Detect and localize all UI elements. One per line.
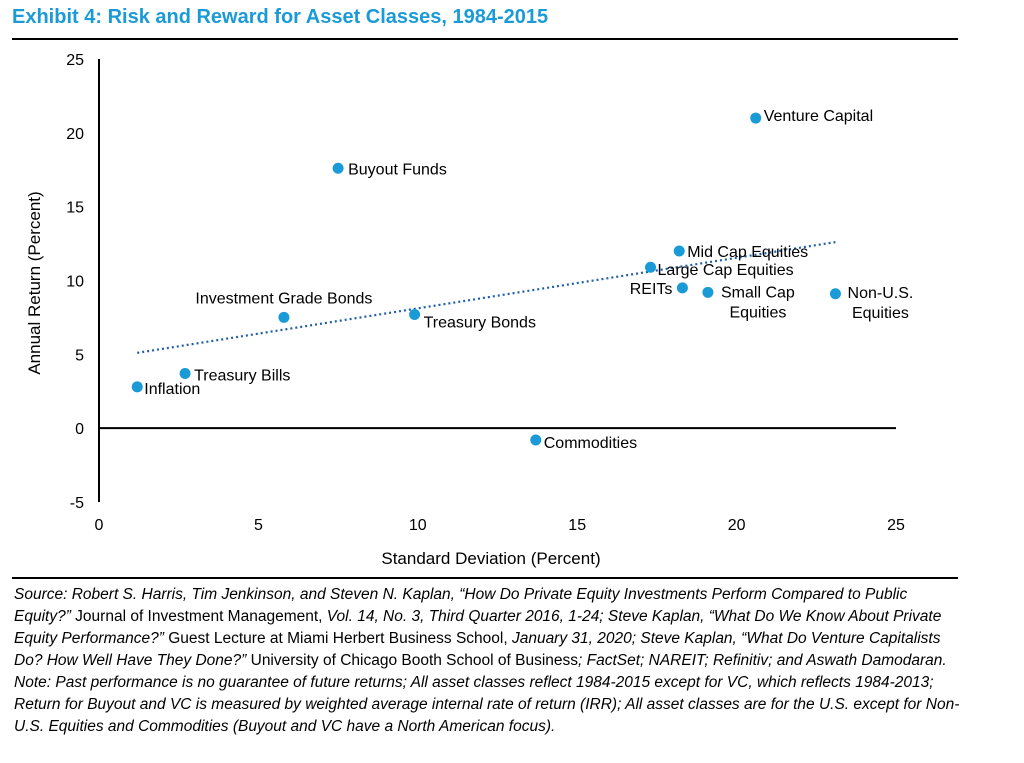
y-axis-label: Annual Return (Percent)	[25, 191, 44, 374]
y-tick-label: -5	[70, 495, 84, 512]
bottom-rule	[12, 577, 958, 579]
point-label: Large Cap Equities	[658, 262, 794, 279]
disclaimer-note: Note: Past performance is no guarantee o…	[14, 674, 960, 735]
source-segment: University of Chicago Booth School of Bu…	[246, 652, 579, 669]
data-point	[676, 282, 688, 294]
point-label: REITs	[630, 281, 673, 298]
data-point	[131, 381, 143, 393]
source-segment: Source: Robert S. Harris, Tim Jenkinson,…	[14, 586, 908, 625]
x-tick-label: 5	[254, 517, 263, 534]
x-tick-label: 0	[95, 517, 104, 534]
point-label: Investment Grade Bonds	[195, 290, 372, 307]
y-tick-label: 20	[66, 126, 84, 143]
y-tick-label: 15	[66, 200, 84, 217]
point-label: Treasury Bills	[194, 368, 290, 385]
x-tick-label: 10	[409, 517, 427, 534]
data-point	[179, 368, 191, 380]
point-label: Treasury Bonds	[424, 314, 536, 331]
data-point	[278, 311, 290, 323]
point-label: Commodities	[544, 435, 637, 452]
source-segment: Guest Lecture at Miami Herbert Business …	[163, 630, 512, 647]
axes: -5 0 5 10 15 20 25 0 5 10 15 20 25	[66, 52, 905, 534]
data-point	[750, 112, 762, 124]
source-note: Source: Robert S. Harris, Tim Jenkinson,…	[14, 584, 964, 672]
top-rule	[12, 38, 958, 40]
x-tick-label: 25	[887, 517, 905, 534]
point-label: Mid Cap Equities	[687, 244, 808, 261]
y-tick-label: 0	[75, 421, 84, 438]
data-point	[645, 261, 657, 273]
point-label: Non-U.S. Equities	[848, 285, 914, 322]
source-segment: Journal of Investment Management,	[70, 608, 327, 625]
data-point	[332, 162, 344, 174]
source-segment: January 31, 2020; Steve Kaplan, “What Do…	[14, 630, 941, 669]
data-point	[673, 245, 685, 257]
data-point	[409, 308, 421, 320]
y-tick-label: 10	[66, 274, 84, 291]
source-segment: ; FactSet; NAREIT; Refinitiv; and Aswath…	[578, 652, 947, 669]
data-point	[829, 288, 841, 300]
y-tick-label: 25	[66, 52, 84, 69]
source-segment: Vol. 14, No. 3, Third Quarter 2016, 1-24…	[14, 608, 942, 647]
x-tick-label: 20	[728, 517, 746, 534]
notes: Source: Robert S. Harris, Tim Jenkinson,…	[14, 584, 964, 738]
chart-title: Exhibit 4: Risk and Reward for Asset Cla…	[12, 6, 549, 28]
point-label: Buyout Funds	[348, 161, 447, 178]
point-label: Small Cap Equities	[721, 284, 795, 321]
y-tick-label: 5	[75, 347, 84, 364]
x-axis-label: Standard Deviation (Percent)	[381, 549, 600, 568]
point-label: Venture Capital	[764, 108, 873, 125]
points-group	[131, 112, 841, 446]
x-tick-label: 15	[568, 517, 586, 534]
data-point	[530, 434, 542, 446]
data-point	[702, 286, 714, 298]
point-label: Inflation	[144, 381, 200, 398]
